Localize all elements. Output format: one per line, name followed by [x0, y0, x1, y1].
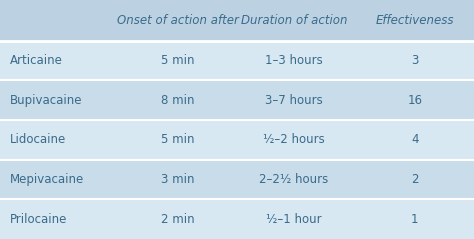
Text: 2: 2 — [411, 173, 419, 186]
Bar — [0, 0, 474, 41]
Text: 2 min: 2 min — [161, 213, 194, 226]
Text: Prilocaine: Prilocaine — [9, 213, 67, 226]
Text: 5 min: 5 min — [161, 54, 194, 67]
Bar — [0, 41, 474, 80]
Text: 4: 4 — [411, 133, 419, 146]
Text: Onset of action after: Onset of action after — [117, 14, 239, 27]
Text: 3–7 hours: 3–7 hours — [265, 94, 323, 107]
Bar — [0, 80, 474, 120]
Bar — [0, 160, 474, 199]
Text: 5 min: 5 min — [161, 133, 194, 146]
Text: Mepivacaine: Mepivacaine — [9, 173, 84, 186]
Text: Bupivacaine: Bupivacaine — [9, 94, 82, 107]
Text: Articaine: Articaine — [9, 54, 63, 67]
Text: 1–3 hours: 1–3 hours — [265, 54, 323, 67]
Text: 3: 3 — [411, 54, 419, 67]
Text: 1: 1 — [411, 213, 419, 226]
Text: Duration of action: Duration of action — [241, 14, 347, 27]
Text: 3 min: 3 min — [161, 173, 194, 186]
Text: 8 min: 8 min — [161, 94, 194, 107]
Text: ½–2 hours: ½–2 hours — [263, 133, 325, 146]
Text: Lidocaine: Lidocaine — [9, 133, 66, 146]
Text: 2–2½ hours: 2–2½ hours — [259, 173, 328, 186]
Text: Effectiveness: Effectiveness — [375, 14, 454, 27]
Text: 16: 16 — [407, 94, 422, 107]
Bar — [0, 199, 474, 239]
Bar — [0, 120, 474, 160]
Text: ½–1 hour: ½–1 hour — [266, 213, 322, 226]
